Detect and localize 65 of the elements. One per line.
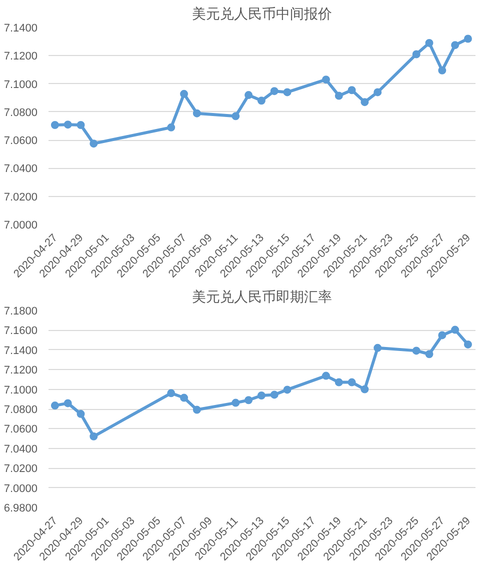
point xyxy=(244,396,253,404)
y-tick-label: 7.1400 xyxy=(4,22,38,34)
point xyxy=(438,66,446,74)
y-tick-label: 7.0200 xyxy=(4,463,38,476)
chart-title: 美元兑人民币中间报价 xyxy=(192,6,332,22)
point xyxy=(180,394,188,402)
y-tick-label: 7.0200 xyxy=(4,191,38,204)
y-tick-label: 7.1600 xyxy=(4,325,38,338)
y-tick-label: 7.0800 xyxy=(4,106,38,119)
y-tick-label: 7.1200 xyxy=(4,50,38,63)
point xyxy=(412,346,420,355)
point xyxy=(232,112,240,120)
y-tick-label: 7.1000 xyxy=(4,78,38,91)
point xyxy=(64,120,72,129)
point xyxy=(257,392,266,400)
point xyxy=(283,88,292,96)
point xyxy=(360,98,369,106)
y-tick-label: 7.1400 xyxy=(4,344,38,357)
point xyxy=(412,50,420,58)
point xyxy=(50,121,59,130)
point xyxy=(192,109,201,118)
y-tick-label: 7.0400 xyxy=(4,163,38,176)
point xyxy=(360,385,369,394)
y-tick-label: 7.0400 xyxy=(4,443,38,456)
y-tick-label: 7.1200 xyxy=(4,364,38,377)
point xyxy=(438,331,446,340)
point xyxy=(425,38,434,47)
point xyxy=(348,86,356,94)
point xyxy=(50,402,59,410)
point xyxy=(283,386,292,394)
y-tick-label: 7.0000 xyxy=(4,220,38,232)
point xyxy=(374,88,382,96)
point xyxy=(334,378,343,386)
point xyxy=(257,96,266,105)
chart-title: 美元兑人民币即期汇率 xyxy=(192,290,332,306)
point xyxy=(90,432,98,440)
point xyxy=(64,399,72,408)
y-tick-label: 6.9800 xyxy=(4,502,38,514)
point xyxy=(180,90,188,98)
y-tick-label: 7.1800 xyxy=(4,306,38,318)
point xyxy=(451,326,460,334)
point xyxy=(334,92,343,100)
point xyxy=(76,121,85,130)
point xyxy=(244,91,253,100)
point xyxy=(425,350,434,358)
point xyxy=(167,123,176,132)
y-tick-label: 7.0600 xyxy=(4,424,38,436)
point xyxy=(76,410,85,418)
y-tick-label: 7.1000 xyxy=(4,384,38,396)
point xyxy=(348,378,356,386)
point xyxy=(270,390,278,399)
point xyxy=(374,344,382,352)
point xyxy=(322,76,330,84)
point xyxy=(167,389,176,398)
y-tick-label: 7.0000 xyxy=(4,482,38,495)
point xyxy=(270,87,278,96)
y-tick-label: 7.0600 xyxy=(4,135,38,148)
point xyxy=(464,34,472,43)
point xyxy=(464,340,472,348)
point xyxy=(90,140,98,148)
y-tick-label: 7.0800 xyxy=(4,404,38,416)
point xyxy=(322,372,330,380)
point xyxy=(451,41,460,50)
point xyxy=(232,398,240,407)
point xyxy=(192,406,201,414)
